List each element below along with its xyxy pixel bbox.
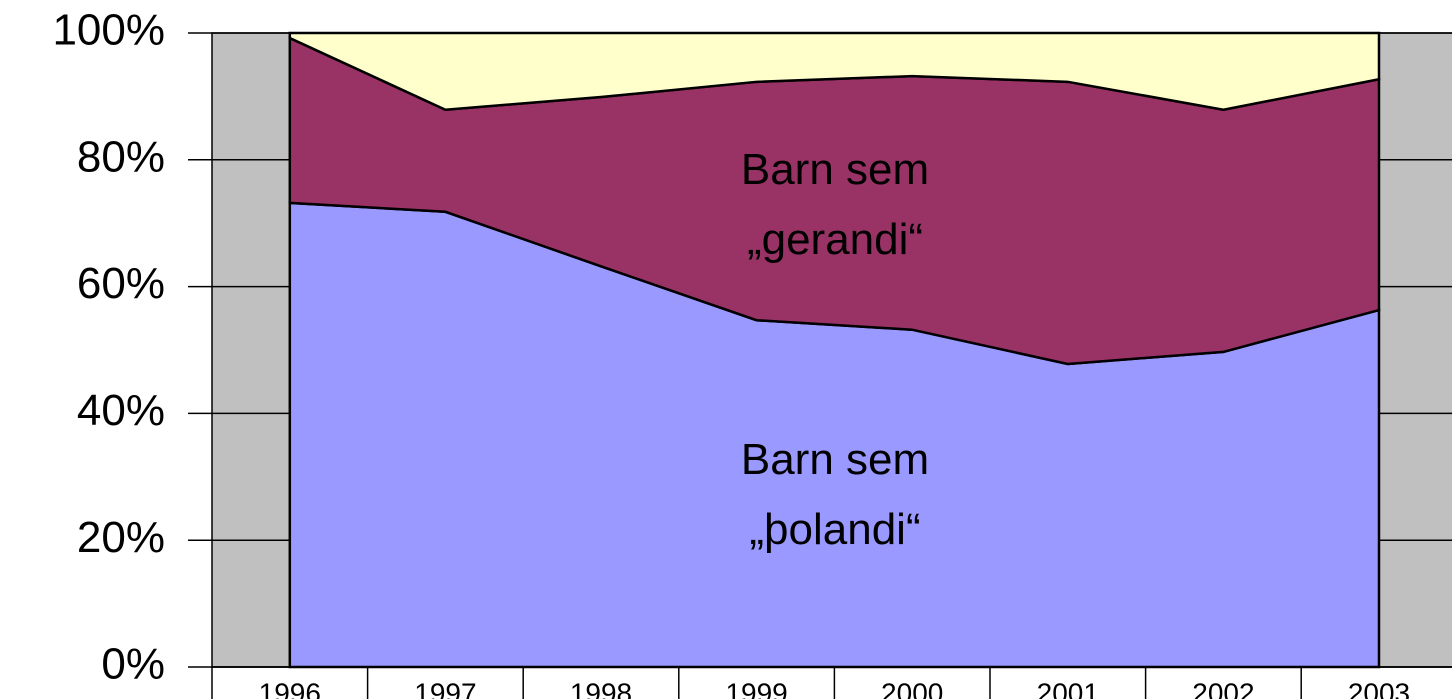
y-tick-label: 0% — [101, 640, 165, 689]
x-tick-label: 2001 — [1037, 677, 1099, 699]
series-label: Barn sem „þolandi“ — [740, 435, 930, 554]
y-tick-label: 20% — [77, 513, 165, 562]
x-tick-label: 1999 — [725, 677, 787, 699]
x-tick-label: 1996 — [259, 677, 321, 699]
x-tick-label: 1997 — [414, 677, 476, 699]
x-tick-label: 2003 — [1348, 677, 1410, 699]
y-tick-label: 60% — [77, 259, 165, 308]
y-tick-label: 100% — [52, 6, 165, 55]
y-tick-label: 40% — [77, 386, 165, 435]
x-tick-label: 2000 — [881, 677, 943, 699]
series-label: Barn sem „gerandi“ — [740, 145, 930, 264]
area — [288, 31, 1381, 111]
x-tick-label: 2002 — [1192, 677, 1254, 699]
y-tick-label: 80% — [77, 132, 165, 181]
x-tick-label: 1998 — [570, 677, 632, 699]
